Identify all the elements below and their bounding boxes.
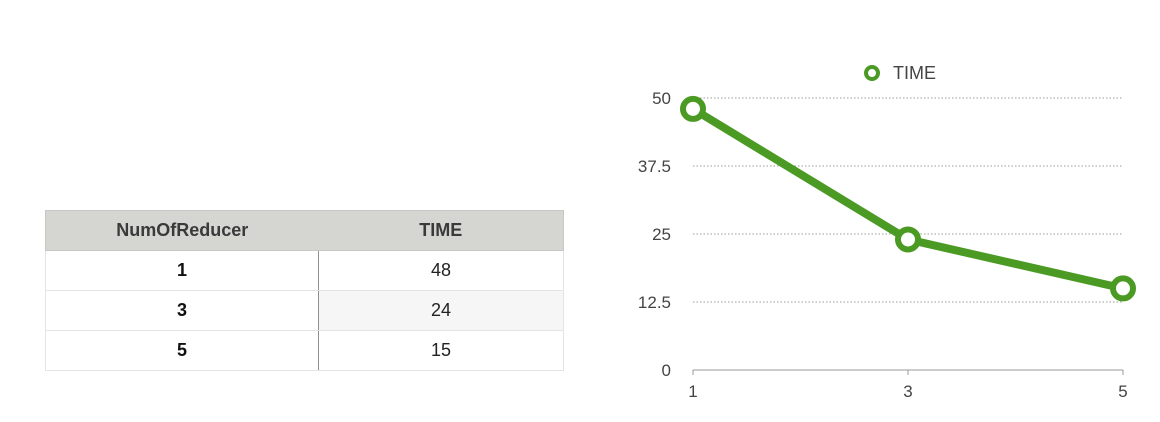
y-tick-label: 37.5	[638, 157, 671, 176]
table-cell-reducer: 5	[45, 330, 319, 371]
x-tick-label: 1	[688, 382, 697, 401]
series-line-time	[689, 104, 1127, 293]
table-cell-reducer: 1	[45, 250, 319, 291]
table-row: 5 15	[45, 330, 564, 371]
legend-label-time: TIME	[893, 63, 936, 83]
y-tick-label: 50	[652, 89, 671, 108]
x-tick-label: 5	[1118, 382, 1127, 401]
table-cell-reducer: 3	[45, 290, 319, 331]
column-header-time: TIME	[318, 210, 564, 251]
legend: TIME	[864, 63, 936, 83]
x-tick-label: 3	[903, 382, 912, 401]
data-point	[1110, 275, 1136, 302]
table-cell-time: 15	[318, 330, 564, 371]
table-row: 1 48	[45, 250, 564, 291]
data-point	[895, 226, 921, 253]
table-header-row: NumOfReducer TIME	[45, 210, 564, 251]
series-time	[680, 95, 1136, 302]
y-tick-label: 12.5	[638, 293, 671, 312]
column-header-numofreducer: NumOfReducer	[45, 210, 319, 251]
y-tick-label: 25	[652, 225, 671, 244]
data-point	[680, 95, 706, 122]
data-table: NumOfReducer TIME 1 48 3 24 5 15	[45, 210, 564, 371]
axes: 0 12.5 25 37.5 50 1 3 5	[638, 89, 1128, 401]
table-cell-time: 24	[318, 290, 564, 331]
legend-marker-icon	[864, 65, 880, 81]
y-tick-label: 0	[662, 361, 671, 380]
table-row: 3 24	[45, 290, 564, 331]
table-cell-time: 48	[318, 250, 564, 291]
